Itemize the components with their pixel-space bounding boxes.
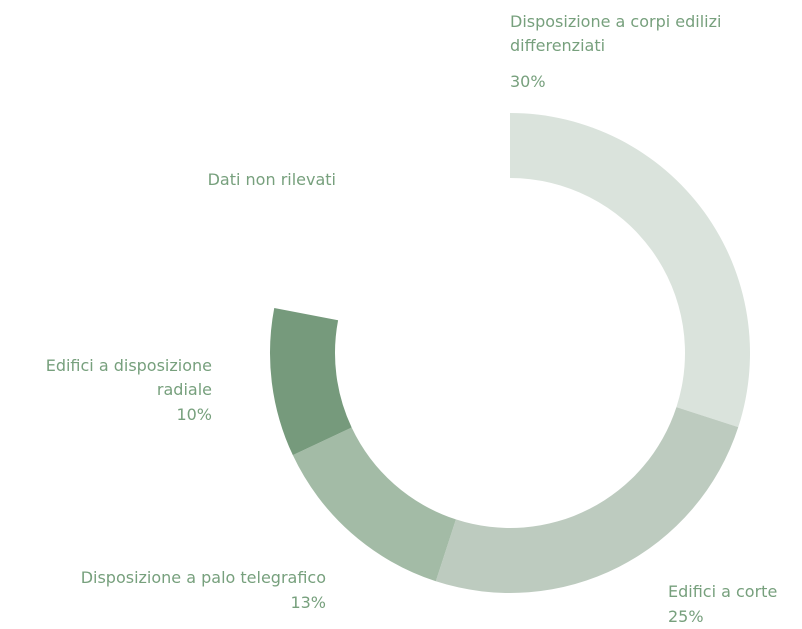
value-label: 13% <box>290 593 326 612</box>
category-label: Disposizione a palo telegrafico <box>80 568 326 587</box>
donut-segment <box>270 308 352 456</box>
donut-segment <box>274 113 510 320</box>
donut-segment <box>510 113 750 428</box>
value-label: 25% <box>668 607 704 626</box>
category-label: Edifici a corte <box>668 582 778 601</box>
donut-segment <box>435 407 739 593</box>
category-label: Edifici a disposizione radiale <box>45 356 212 399</box>
donut-segment <box>292 427 456 582</box>
category-label: Dati non rilevati <box>207 170 336 189</box>
value-label: 30% <box>510 72 546 91</box>
value-label: 10% <box>176 405 212 424</box>
category-label: Disposizione a corpi edilizi differenzia… <box>510 12 722 55</box>
